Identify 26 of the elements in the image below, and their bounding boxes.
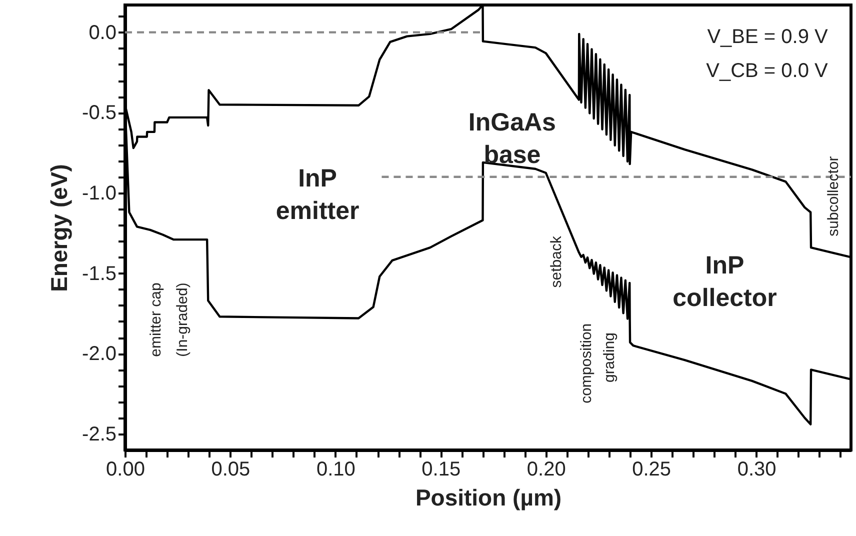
x-tick-label: 0.00 [106,458,145,480]
x-tick-label: 0.15 [422,458,461,480]
annotation: grading [601,332,618,383]
y-tick-label: -1.0 [82,182,116,204]
y-tick-label: 0.0 [88,22,116,44]
x-tick-label: 0.25 [632,458,672,480]
annotation: composition [578,323,595,404]
y-tick-label: -0.5 [82,102,116,124]
annotation: InP emitter [276,164,360,225]
annotation: setback [548,236,565,288]
annotation: subcollector [825,156,842,236]
x-tick-label: 0.30 [737,458,776,480]
x-tick-label: 0.10 [316,458,356,480]
y-tick-label: -2.5 [82,423,116,446]
annotation: V_CB = 0.0 V [706,60,828,82]
y-axis-title: Energy (eV) [46,164,72,292]
x-axis-title: Position (µm) [415,484,562,510]
annotation: (In-graded) [174,282,192,357]
y-tick-label: -1.5 [82,262,116,285]
x-tick-label: 0.20 [526,458,566,480]
annotation: InGaAs base [468,108,556,169]
annotation: V_BE = 0.9 V [707,26,829,48]
x-tick-label: 0.05 [211,458,250,480]
annotation: InP collector [672,251,778,312]
y-tick-label: -2.0 [82,343,116,366]
annotation: emitter cap [148,282,165,357]
